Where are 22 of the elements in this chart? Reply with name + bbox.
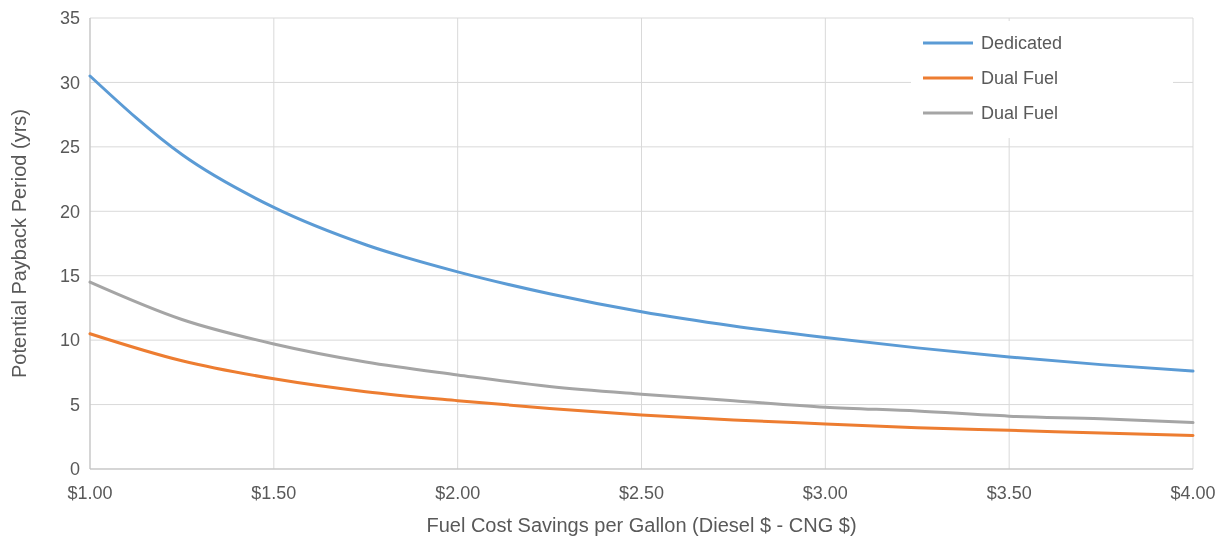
y-tick-label: 0	[69, 459, 80, 480]
x-tick-label: $2.00	[435, 483, 481, 503]
x-tick-label: $3.50	[986, 483, 1032, 503]
x-tick-label: $4.00	[1170, 483, 1216, 503]
line-series	[88, 332, 1195, 437]
x-tick-label: $1.00	[67, 483, 113, 503]
y-tick-label: 15	[59, 266, 80, 287]
y-tick-label: 25	[59, 137, 80, 158]
y-tick-label: 35	[59, 8, 80, 29]
x-axis-title: Fuel Cost Savings per Gallon (Diesel $ - CNG $)	[426, 514, 857, 536]
y-axis-title: Potential Payback Period (yrs)	[8, 108, 30, 379]
x-tick-label: $2.50	[618, 483, 665, 503]
y-tick-label: 30	[59, 72, 80, 93]
legend-label: Dedicated	[981, 33, 1063, 54]
y-tick-label: 5	[69, 394, 80, 415]
legend-label: Dual Fuel	[981, 68, 1059, 89]
x-tick-label: $3.00	[802, 483, 848, 503]
y-tick-label: 10	[59, 330, 80, 351]
x-tick-label: $1.50	[251, 483, 297, 503]
y-tick-label: 20	[59, 201, 80, 222]
legend-label: Dual Fuel	[981, 103, 1059, 124]
line-series	[88, 280, 1195, 425]
